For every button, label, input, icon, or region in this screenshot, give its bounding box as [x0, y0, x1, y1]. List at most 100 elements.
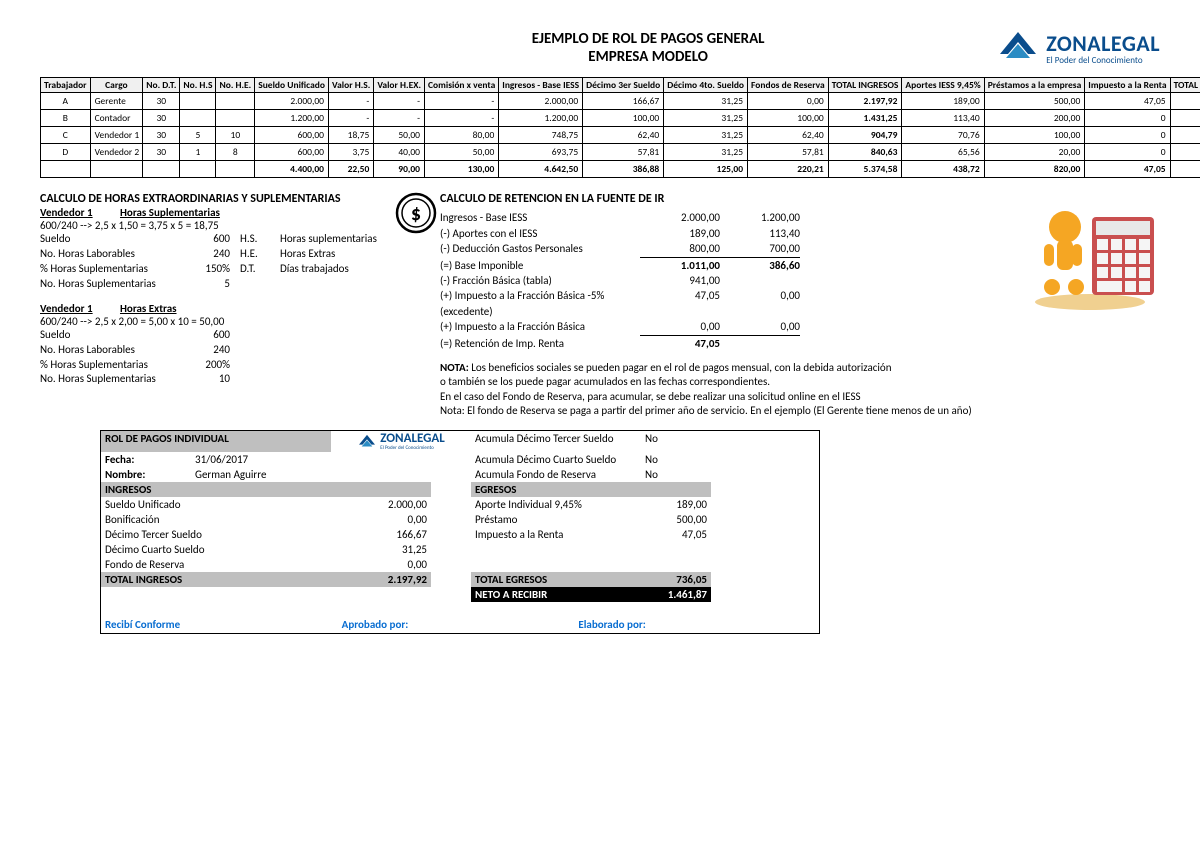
kv-cell: 200% [180, 358, 240, 373]
table-cell: 57,81 [583, 144, 664, 161]
kv-cell: Sueldo [40, 232, 180, 247]
col-header: Décimo 4to. Sueldo [664, 78, 748, 93]
table-cell: D [41, 144, 91, 161]
ret-val-a: 1.011,00 [640, 258, 720, 273]
ing-value: 2.000,00 [331, 497, 431, 512]
ret-val-b: 1.200,00 [720, 210, 800, 225]
dollar-icon: $ [395, 192, 437, 237]
acum-2-l: Acumula Fondo de Reserva [471, 467, 641, 482]
retention-calc: $ CALCULO DE RETE [440, 192, 1160, 418]
table-cell [216, 110, 255, 127]
ing-label: Décimo Tercer Sueldo [101, 527, 331, 542]
table-total-cell: 438,72 [902, 161, 984, 178]
note-line: Nota: El fondo de Reserva se paga a part… [440, 404, 1160, 418]
col-header: Cargo [90, 78, 143, 93]
table-cell: 31,25 [664, 127, 748, 144]
table-cell: 693,75 [499, 144, 583, 161]
table-cell: 0 [1085, 144, 1170, 161]
table-cell: 600,00 [255, 144, 329, 161]
table-cell: 1 [180, 144, 216, 161]
table-cell: 57,81 [748, 144, 829, 161]
table-total-cell: 5.374,58 [828, 161, 902, 178]
egr-value [641, 557, 711, 572]
v1-sup-formula: 600/240 --> 2,5 x 1,50 = 3,75 x 5 = 18,7… [40, 219, 410, 232]
table-cell: 8 [216, 144, 255, 161]
col-header: No. H.S [180, 78, 216, 93]
table-cell: 40,00 [374, 144, 425, 161]
col-header: Impuesto a la Renta [1085, 78, 1170, 93]
overtime-calc: CALCULO DE HORAS EXTRAORDINARIAS Y SUPLE… [40, 192, 410, 418]
kv-cell: 240 [180, 247, 240, 262]
note-line: En el caso del Fondo de Reserva, para ac… [440, 390, 1160, 404]
v1-sup-rows: Sueldo600H.S.Horas suplementariasNo. Hor… [40, 232, 410, 291]
ret-val-b: 0,00 [720, 319, 800, 335]
table-cell: 500,00 [984, 93, 1085, 110]
ing-value: 166,67 [331, 527, 431, 542]
col-header: Aportes IESS 9,45% [902, 78, 984, 93]
ing-label: Bonificación [101, 512, 331, 527]
table-cell: 189,00 [902, 93, 984, 110]
table-cell: 30 [143, 93, 180, 110]
nombre-label: Nombre: [101, 467, 191, 482]
table-cell: 47,05 [1085, 93, 1170, 110]
table-total-cell [41, 161, 91, 178]
table-cell: 2.000,00 [499, 93, 583, 110]
ing-label: Fondo de Reserva [101, 557, 331, 572]
table-cell: 30 [143, 127, 180, 144]
kv-cell: % Horas Suplementarias [40, 358, 180, 373]
kv-cell: % Horas Suplementarias [40, 262, 180, 277]
table-cell: 0 [1085, 127, 1170, 144]
table-cell: Vendedor 1 [90, 127, 143, 144]
table-cell: 1.200,00 [255, 110, 329, 127]
table-total-cell: 47,05 [1085, 161, 1170, 178]
egr-value: 500,00 [641, 512, 711, 527]
kv-cell: H.E. [240, 247, 280, 262]
table-cell: 70,76 [902, 127, 984, 144]
table-cell: B [41, 110, 91, 127]
sig-0: Recibí Conforme [105, 618, 342, 631]
ret-val-b: 700,00 [720, 241, 800, 257]
signature-row: Recibí Conforme Aprobado por: Elaborado … [101, 612, 819, 633]
egr-value [641, 542, 711, 557]
table-total-cell [90, 161, 143, 178]
ret-label: (+) Impuesto a la Fracción Básica -5% (e… [440, 288, 640, 319]
tot-egr-v: 736,05 [641, 572, 711, 587]
col-header: Trabajador [41, 78, 91, 93]
table-cell: 100,00 [583, 110, 664, 127]
kv-cell [240, 277, 280, 292]
kv-cell: Horas suplementarias [280, 232, 400, 247]
table-total-cell: 4.642,50 [499, 161, 583, 178]
egr-label: Impuesto a la Renta [471, 527, 641, 542]
table-cell: A [41, 93, 91, 110]
ret-val-b [720, 273, 800, 288]
ing-label: Sueldo Unificado [101, 497, 331, 512]
table-cell: 18,75 [329, 127, 374, 144]
kv-cell: No. Horas Suplementarias [40, 372, 180, 387]
table-cell: - [329, 110, 374, 127]
note-line: NOTA: Los beneficios sociales se pueden … [440, 361, 1160, 375]
table-cell [180, 93, 216, 110]
egr-label [471, 542, 641, 557]
acum-2-v: No [641, 467, 711, 482]
egr-label [471, 557, 641, 572]
ret-label: (-) Aportes con el IESS [440, 226, 640, 241]
tot-ing-l: TOTAL INGRESOS [101, 572, 331, 587]
table-total-cell [180, 161, 216, 178]
table-total-cell: 1.305,77 [1170, 161, 1200, 178]
table-cell: 30 [143, 110, 180, 127]
ret-val-a: 189,00 [640, 226, 720, 241]
ret-label: Ingresos - Base IESS [440, 210, 640, 225]
egr-label: Préstamo [471, 512, 641, 527]
table-cell: 5 [180, 127, 216, 144]
table-cell: 1.200,00 [499, 110, 583, 127]
acum-0-v: No [641, 431, 711, 452]
indiv-title: ROL DE PAGOS INDIVIDUAL [101, 431, 331, 452]
table-total-cell [216, 161, 255, 178]
col-header: Comisión x venta [425, 78, 499, 93]
ret-val-b: 113,40 [720, 226, 800, 241]
acum-1-l: Acumula Décimo Cuarto Sueldo [471, 452, 641, 467]
acum-1-v: No [641, 452, 711, 467]
ing-value: 0,00 [331, 557, 431, 572]
table-total-cell: 90,00 [374, 161, 425, 178]
kv-cell: 5 [180, 277, 240, 292]
